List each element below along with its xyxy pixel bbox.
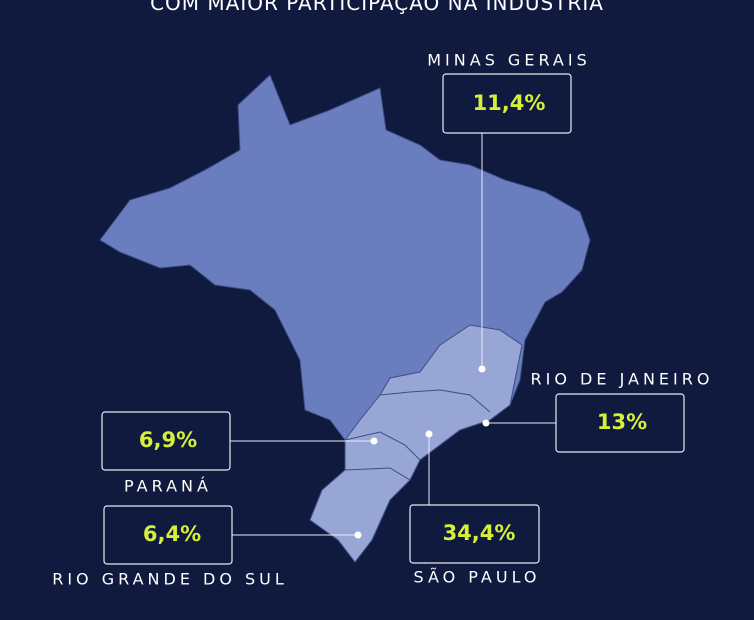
- country-shape: [99, 74, 591, 563]
- state-label: RIO DE JANEIRO: [531, 370, 714, 389]
- state-value: 34,4%: [443, 521, 516, 545]
- value-box: [409, 504, 540, 564]
- marker: [478, 365, 486, 373]
- state-border: [379, 389, 491, 413]
- marker: [370, 437, 378, 445]
- state-label: MINAS GERAIS: [427, 51, 590, 70]
- marker: [482, 419, 490, 427]
- value-box: [101, 411, 231, 471]
- value-box: [103, 505, 233, 565]
- title: COM MAIOR PARTICIPAÇÃO NA INDÚSTRIA: [150, 0, 604, 15]
- state-label: RIO GRANDE DO SUL: [52, 570, 288, 589]
- marker: [354, 531, 362, 539]
- state-border: [344, 431, 421, 461]
- state-value: 11,4%: [473, 91, 546, 115]
- state-label: SÃO PAULO: [413, 568, 540, 587]
- brazil-map: [99, 74, 591, 563]
- state-value: 6,4%: [143, 522, 201, 546]
- state-label: PARANÁ: [124, 477, 212, 496]
- state-value: 6,9%: [139, 428, 197, 452]
- state-border: [344, 467, 411, 481]
- value-box: [555, 393, 685, 453]
- value-box: [442, 73, 572, 134]
- callouts: MINAS GERAIS 11,4% RIO DE JANEIRO 13% 6,…: [52, 51, 714, 589]
- state-value: 13%: [597, 410, 647, 434]
- southeast-region: [309, 324, 523, 563]
- marker: [425, 430, 433, 438]
